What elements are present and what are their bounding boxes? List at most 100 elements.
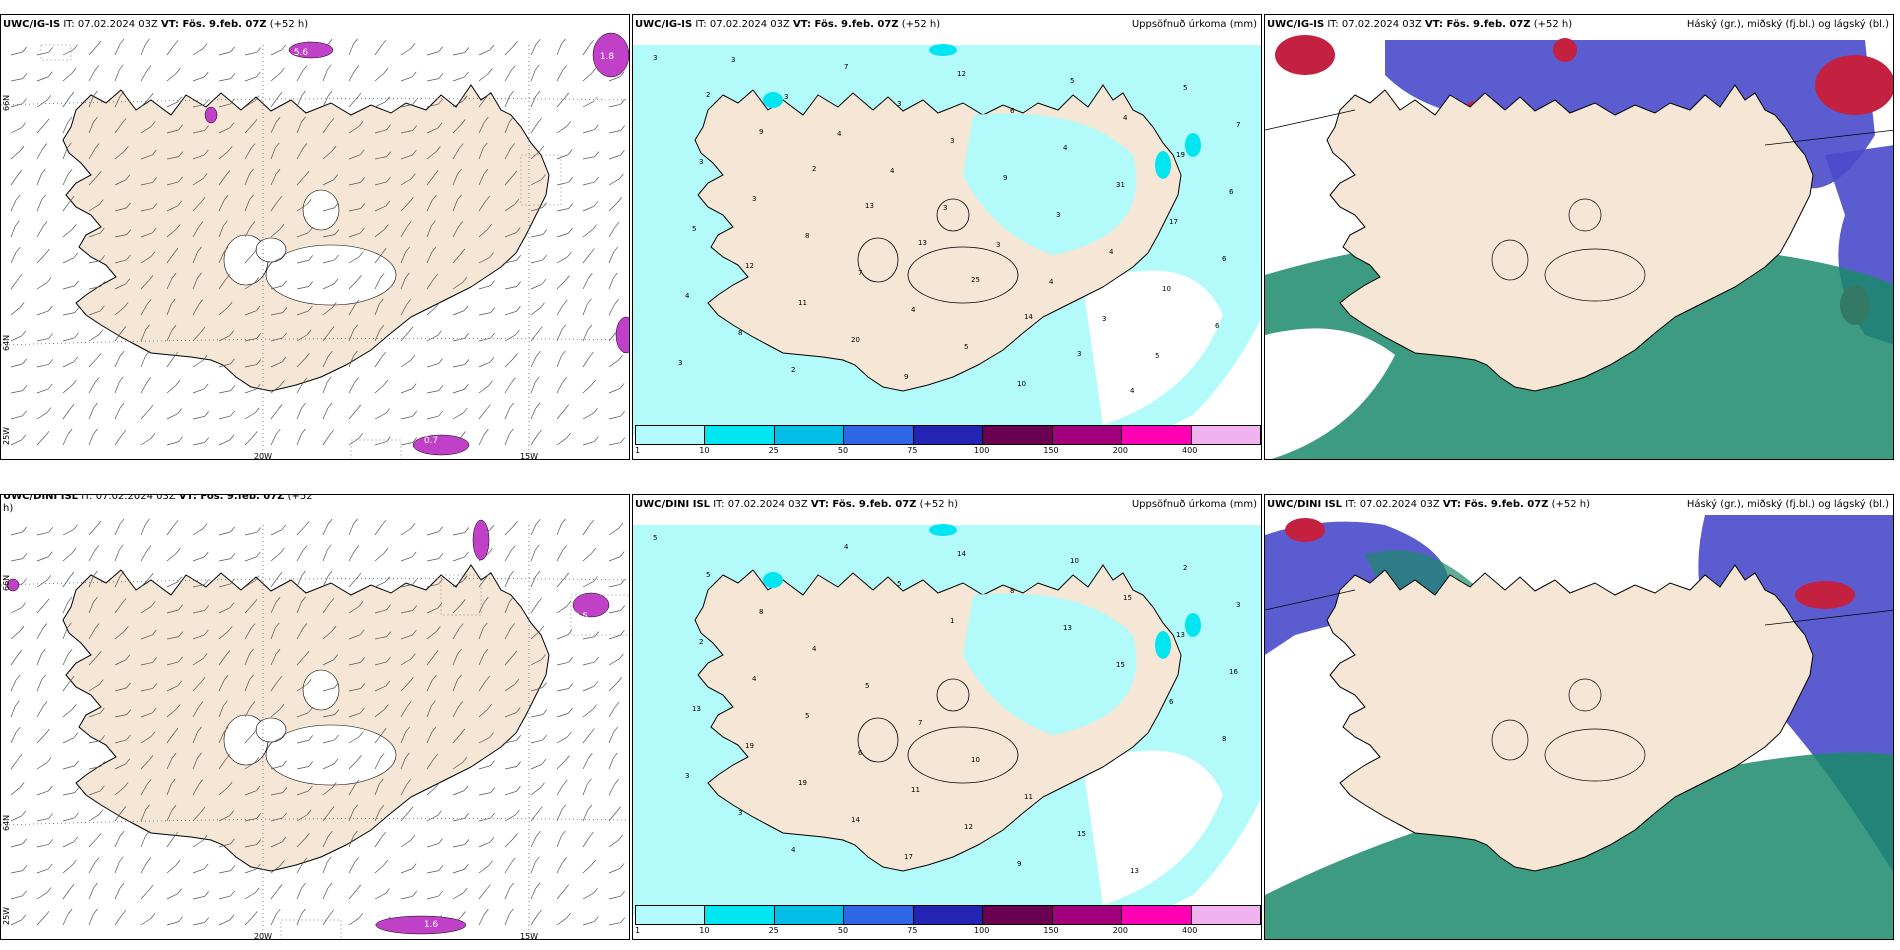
precip-heavy <box>929 524 957 536</box>
wind-barb-flag <box>360 227 365 234</box>
precip-heavy <box>1185 613 1201 637</box>
wind-barb-flag <box>275 428 281 435</box>
wind-barb <box>400 610 413 614</box>
wind-barb <box>608 304 615 316</box>
wind-barb <box>322 407 329 420</box>
wind-barb-flag <box>334 709 340 715</box>
precip-amount-label: 19 <box>745 742 754 750</box>
wind-barb-flag <box>21 810 27 817</box>
wind-barb <box>192 130 205 134</box>
wind-barb-flag <box>48 305 53 312</box>
wind-barb <box>88 837 98 848</box>
precip-amount-label: 7 <box>1236 121 1240 129</box>
wind-barb <box>36 580 48 588</box>
panel-subtitle: Uppsöfnuð úrkoma (mm) <box>1131 499 1257 510</box>
wind-barb-flag <box>281 732 287 738</box>
wind-barb <box>348 70 356 82</box>
colorbar-tick-label: 10 <box>699 446 710 455</box>
wind-barb <box>10 252 17 264</box>
wind-barb <box>478 708 489 718</box>
glacier-outline <box>907 726 1019 784</box>
wind-barb-flag <box>123 626 129 632</box>
wind-barb-flag <box>594 656 599 663</box>
wind-barb-flag <box>69 91 75 98</box>
wind-barb <box>62 576 71 588</box>
wind-barb <box>270 385 281 394</box>
wind-barb-flag <box>22 553 28 559</box>
wind-barb-flag <box>618 522 624 529</box>
colorbar-tick-label: 150 <box>1043 926 1059 935</box>
colorbar-swatch <box>913 426 984 444</box>
wind-barb-flag <box>620 605 626 611</box>
wind-barb-flag <box>171 324 177 331</box>
wind-barb-flag <box>431 726 437 733</box>
wind-barb <box>114 407 121 420</box>
colorbar-swatch <box>983 426 1053 444</box>
precip-amount-label: 5 <box>1070 77 1074 85</box>
precip-amount-label: 7 <box>844 63 848 71</box>
wind-barb <box>192 681 202 692</box>
wind-barb <box>244 100 256 108</box>
wind-barb-flag <box>613 726 618 733</box>
wind-barb-flag <box>119 64 124 71</box>
wind-barb <box>244 818 257 822</box>
wind-barb <box>582 685 595 692</box>
clear-area <box>1265 328 1395 459</box>
wind-barb-flag <box>613 272 618 279</box>
wind-barb-flag <box>46 757 52 763</box>
wind-barb <box>296 70 304 82</box>
wind-barb-flag <box>229 602 235 609</box>
wind-barb-flag <box>436 626 441 632</box>
wind-barb <box>192 251 198 264</box>
wind-barb-flag <box>148 93 154 99</box>
wind-barb <box>452 100 464 108</box>
wind-barb-flag <box>535 570 541 577</box>
wind-barb-flag <box>462 756 468 763</box>
wind-barb-flag <box>327 518 333 525</box>
wind-barb <box>166 636 179 640</box>
wind-barb-flag <box>281 836 287 843</box>
wind-barb-flag <box>386 631 392 637</box>
wind-barb <box>556 736 568 744</box>
wind-barb <box>270 312 283 316</box>
wind-barb <box>608 251 615 264</box>
wind-barb <box>348 634 361 640</box>
wind-barb-flag <box>618 354 623 361</box>
wind-barb <box>88 204 100 212</box>
wind-barb-flag <box>620 150 625 156</box>
wind-barb-flag <box>308 735 313 741</box>
wind-barb <box>88 862 96 874</box>
wind-barb <box>478 337 491 342</box>
wind-barb-flag <box>513 521 518 527</box>
wind-barb <box>114 523 121 536</box>
wind-barb <box>140 126 152 134</box>
wind-barb-flag <box>17 649 23 656</box>
wind-barb-flag <box>619 653 624 660</box>
wind-barb-flag <box>537 117 542 124</box>
wind-barb-flag <box>171 298 176 305</box>
wind-barb-flag <box>280 380 285 386</box>
wind-barb <box>192 331 202 342</box>
wind-barb <box>244 916 254 926</box>
wind-barb <box>192 76 205 82</box>
wind-barb <box>348 712 361 718</box>
wind-barb <box>400 178 412 186</box>
wind-barb-flag <box>121 598 127 604</box>
wind-barb <box>582 581 594 588</box>
wind-barb-flag <box>592 704 597 710</box>
wind-barb-flag <box>48 47 53 53</box>
wind-barb <box>582 661 595 666</box>
wind-barb <box>348 382 356 394</box>
wind-barb <box>166 356 175 368</box>
wind-barb <box>218 127 230 134</box>
wind-barb-flag <box>148 884 154 891</box>
wind-barb-flag <box>74 332 79 339</box>
precip-amount-label: 8 <box>805 232 809 240</box>
wind-barb <box>140 279 150 290</box>
wind-barb <box>374 809 381 822</box>
wind-barb <box>504 433 510 446</box>
wind-barb-flag <box>277 92 283 98</box>
wind-barb-flag <box>594 631 600 637</box>
wind-barb <box>36 892 48 900</box>
wind-barb-flag <box>93 570 98 577</box>
